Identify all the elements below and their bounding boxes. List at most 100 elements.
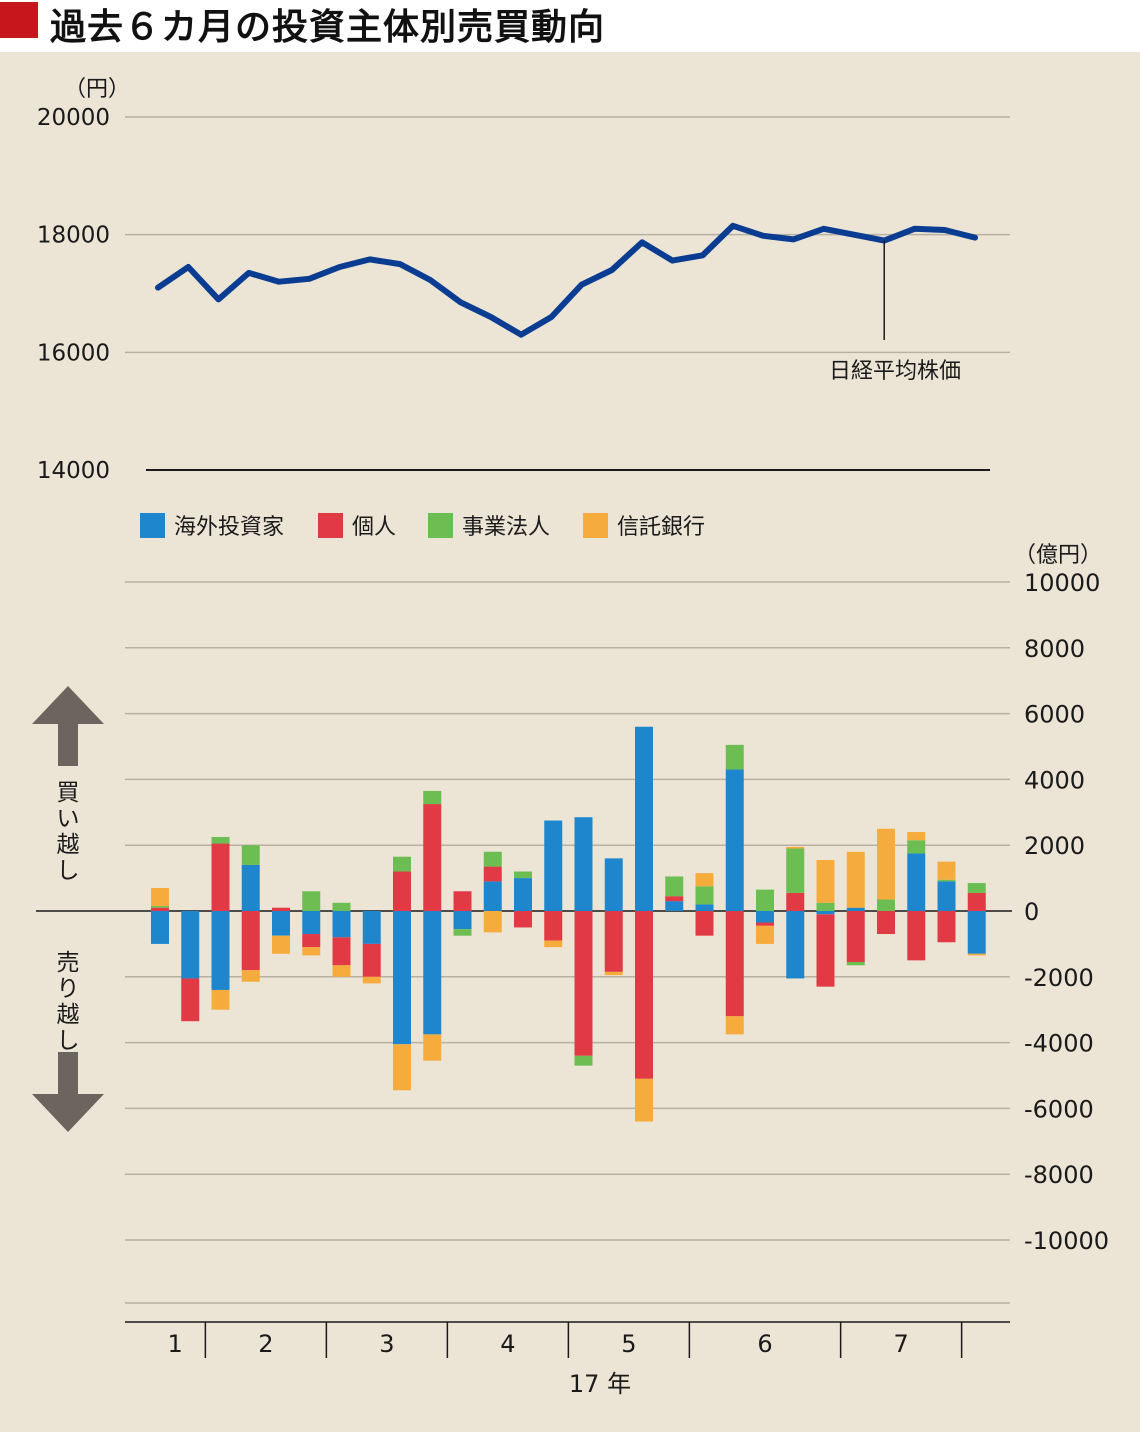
bar-segment-trust_bank [423, 1034, 442, 1061]
bar-segment-corporate [967, 883, 986, 893]
bar-segment-individual [393, 871, 411, 911]
bar-segment-foreign [362, 911, 381, 944]
bar-segment-corporate [907, 840, 926, 854]
bar-segment-trust_bank [362, 976, 381, 984]
bar-segment-foreign [816, 911, 835, 915]
bar-segment-foreign [635, 726, 653, 911]
bar-segment-individual [211, 843, 230, 911]
bar-segment-foreign [937, 881, 956, 911]
buy-side-label: い [57, 806, 80, 832]
bar-segment-individual [816, 914, 835, 987]
bar-segment-individual [635, 911, 653, 1079]
bar-segment-individual [302, 934, 321, 948]
bar-segment-trust_bank [635, 1078, 653, 1122]
bar-segment-individual [937, 911, 956, 943]
bar-segment-individual [514, 911, 532, 928]
bar-segment-individual [241, 911, 260, 971]
bar-segment-corporate [725, 744, 744, 770]
bar-segment-individual [786, 892, 805, 911]
bar-segment-individual [483, 866, 502, 882]
bar-segment-trust_bank [786, 846, 805, 849]
bar-segment-foreign [907, 853, 926, 911]
bar-segment-individual [574, 911, 593, 1056]
legend-swatch-foreign [140, 513, 165, 538]
bar-segment-individual [846, 911, 865, 962]
bar-segment-corporate [302, 891, 321, 911]
month-label: 2 [258, 1330, 273, 1358]
month-label: 3 [379, 1330, 394, 1358]
bar-segment-corporate [483, 851, 502, 867]
bar-segment-trust_bank [544, 940, 563, 948]
bar-segment-trust_bank [695, 873, 714, 887]
bar-segment-foreign [574, 817, 593, 911]
legend-label-individual: 個人 [352, 515, 396, 540]
bar-segment-foreign [483, 881, 502, 911]
bar-segment-individual [423, 804, 442, 911]
bar-segment-foreign [151, 911, 169, 944]
bar-segment-trust_bank [151, 887, 169, 907]
bar-segment-trust_bank [483, 911, 502, 933]
bar-segment-individual [332, 937, 351, 966]
buy-side-label: 買 [57, 780, 80, 806]
bar-segment-individual [362, 943, 381, 977]
bar-segment-individual [967, 892, 986, 911]
bar-segment-trust_bank [816, 860, 835, 903]
nikkei-series-line [155, 222, 978, 338]
month-label: 5 [621, 1330, 636, 1358]
legend-label-corporate: 事業法人 [462, 515, 550, 540]
bar-y-tick-label: -8000 [1024, 1161, 1094, 1189]
bar-y-tick-label: 8000 [1024, 635, 1085, 663]
bar-segment-corporate [453, 929, 472, 936]
legend-swatch-individual [318, 513, 343, 538]
bar-segment-corporate [332, 902, 351, 911]
line-y-tick-label: 18000 [37, 223, 110, 249]
bar-segment-trust_bank [211, 989, 230, 1010]
bar-segment-foreign [241, 864, 260, 911]
bar-segment-individual [877, 911, 895, 935]
bar-segment-individual [665, 896, 684, 902]
legend-label-foreign: 海外投資家 [174, 515, 284, 540]
title-marker [0, 2, 38, 38]
bar-segment-foreign [272, 911, 290, 936]
bar-y-tick-label: 10000 [1024, 569, 1100, 597]
line-y-tick-label: 14000 [37, 458, 110, 484]
bar-segment-corporate [514, 871, 532, 879]
month-label: 4 [500, 1330, 515, 1358]
bar-segment-foreign [725, 769, 744, 911]
bar-segment-corporate [423, 790, 442, 805]
bar-segment-corporate [665, 876, 684, 897]
bar-segment-corporate [786, 848, 805, 893]
bar-segment-trust_bank [241, 970, 260, 982]
bar-segment-foreign [604, 858, 623, 911]
bar-segment-trust_bank [332, 965, 351, 977]
buy-side-label: し [57, 858, 80, 884]
nikkei-series-label: 日経平均株価 [829, 359, 961, 384]
bar-segment-trust_bank [937, 861, 956, 880]
month-label: 6 [757, 1330, 772, 1358]
bar-segment-foreign [967, 911, 986, 954]
bar-segment-foreign [332, 911, 351, 938]
bar-segment-corporate [846, 961, 865, 966]
bar-segment-trust_bank [272, 935, 290, 954]
bar-segment-foreign [544, 820, 563, 911]
bar-segment-foreign [453, 911, 472, 930]
buy-side-label: 越 [57, 832, 80, 858]
bar-segment-foreign [695, 904, 714, 911]
bar-segment-individual [695, 911, 714, 936]
bar-segment-corporate [877, 899, 895, 911]
bar-y-tick-label: 6000 [1024, 701, 1085, 729]
bar-segment-trust_bank [604, 971, 623, 976]
bar-segment-individual [756, 922, 774, 926]
bar-y-tick-label: -6000 [1024, 1095, 1094, 1123]
line-y-tick-label: 16000 [37, 340, 110, 366]
bar-segment-foreign [514, 878, 532, 911]
bar-segment-corporate [695, 886, 714, 905]
bar-segment-foreign [393, 911, 411, 1045]
bar-segment-trust_bank [877, 828, 895, 900]
sell-side-label: 越 [57, 1002, 80, 1028]
bar-segment-trust_bank [756, 925, 774, 944]
sell-arrow-icon [32, 1052, 104, 1132]
bar-segment-individual [725, 911, 744, 1017]
bar-segment-foreign [423, 911, 442, 1035]
month-label: 7 [893, 1330, 908, 1358]
